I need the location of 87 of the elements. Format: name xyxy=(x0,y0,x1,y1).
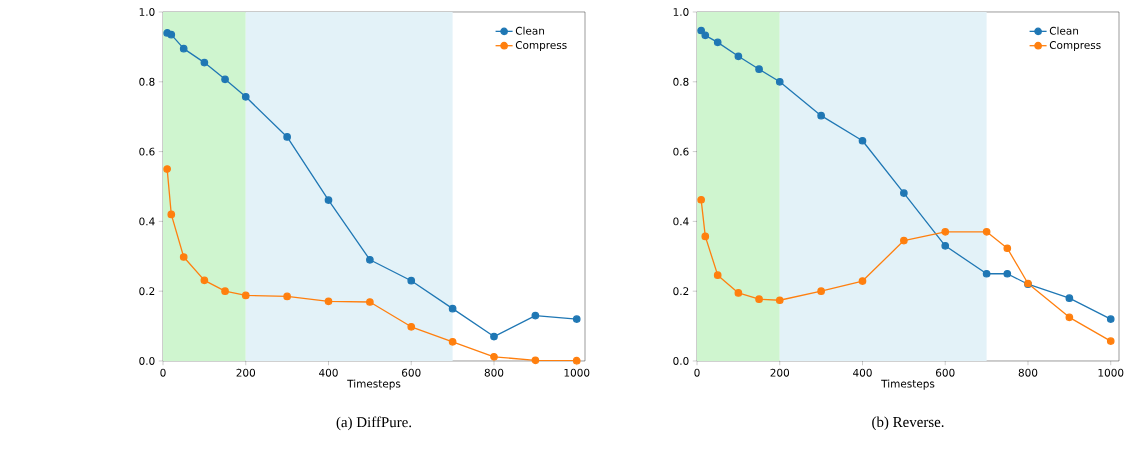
text: (b) Reverse. xyxy=(872,416,944,431)
point xyxy=(900,189,908,197)
point xyxy=(1003,244,1012,253)
y-tick-label: 0.0 xyxy=(673,357,689,365)
point xyxy=(531,311,540,320)
point xyxy=(775,77,784,86)
point xyxy=(858,277,867,285)
point xyxy=(775,296,784,305)
x-axis-title: Timesteps xyxy=(881,379,935,390)
point xyxy=(900,236,908,245)
point xyxy=(167,30,176,39)
y-tick-label: 0.2 xyxy=(139,287,155,296)
point xyxy=(701,232,710,241)
point xyxy=(366,255,374,264)
x-tick-label: 400 xyxy=(319,368,338,377)
x-tick-label: 1000 xyxy=(1098,368,1124,377)
x-tick-label: 200 xyxy=(236,368,256,377)
y-tick-label: 0.4 xyxy=(139,217,155,226)
point xyxy=(858,136,867,145)
y-tick-label: 0.6 xyxy=(673,147,689,156)
legend-label: Clean xyxy=(1049,26,1079,35)
x-tick-label: 1000 xyxy=(564,368,590,377)
point xyxy=(490,332,498,341)
point xyxy=(283,133,291,141)
point xyxy=(490,352,498,361)
point xyxy=(241,291,250,300)
point xyxy=(941,228,950,236)
point xyxy=(1065,294,1074,303)
y-tick-label: 0.2 xyxy=(673,287,689,296)
y-tick-label: 0.0 xyxy=(139,357,155,365)
point xyxy=(241,92,250,101)
point xyxy=(697,195,705,204)
point xyxy=(179,44,188,53)
point xyxy=(572,315,581,323)
point xyxy=(817,287,825,296)
x-tick-label: 600 xyxy=(402,368,421,377)
y-tick-label: 0.6 xyxy=(139,147,155,156)
point xyxy=(701,31,710,40)
y-tick-label: 0.8 xyxy=(673,77,689,86)
point xyxy=(200,58,209,67)
point xyxy=(982,228,991,236)
point xyxy=(572,356,581,365)
point xyxy=(163,165,171,173)
point xyxy=(407,322,416,331)
point xyxy=(941,241,950,250)
point xyxy=(713,38,722,47)
point xyxy=(697,26,705,35)
point xyxy=(221,75,229,84)
x-axis-title: Timesteps xyxy=(347,379,401,390)
point xyxy=(324,297,333,306)
y-tick-label: 1.0 xyxy=(139,8,155,16)
point xyxy=(713,271,722,279)
y-tick-label: 0.4 xyxy=(673,217,689,226)
x-tick-label: 0 xyxy=(694,368,700,377)
point xyxy=(817,111,825,120)
point xyxy=(1106,315,1115,323)
x-tick-label: 200 xyxy=(770,368,790,377)
point xyxy=(982,269,991,278)
point xyxy=(734,289,743,297)
legend-label: Compress xyxy=(515,41,567,51)
point xyxy=(1065,313,1074,322)
point xyxy=(366,298,374,306)
point xyxy=(1003,269,1012,278)
x-tick-label: 800 xyxy=(1018,368,1038,377)
y-tick-label: 1.0 xyxy=(673,8,689,16)
legend-label: Compress xyxy=(1049,41,1101,51)
point xyxy=(221,287,229,296)
y-tick-label: 0.8 xyxy=(139,77,155,86)
point xyxy=(283,292,291,301)
x-tick-label: 0 xyxy=(160,368,166,377)
point xyxy=(755,65,763,74)
point xyxy=(179,253,188,261)
x-tick-label: 600 xyxy=(936,368,955,377)
text: (a) DiffPure. xyxy=(336,416,412,431)
point xyxy=(531,356,540,365)
point xyxy=(1106,337,1115,345)
x-tick-label: 800 xyxy=(484,368,504,377)
legend-label: Clean xyxy=(515,26,545,35)
point xyxy=(755,295,763,304)
x-tick-label: 400 xyxy=(853,368,872,377)
point xyxy=(407,276,416,285)
point xyxy=(167,210,176,219)
point xyxy=(200,276,209,285)
point xyxy=(324,196,333,204)
point xyxy=(448,337,457,346)
point xyxy=(734,52,743,61)
point xyxy=(448,304,457,313)
